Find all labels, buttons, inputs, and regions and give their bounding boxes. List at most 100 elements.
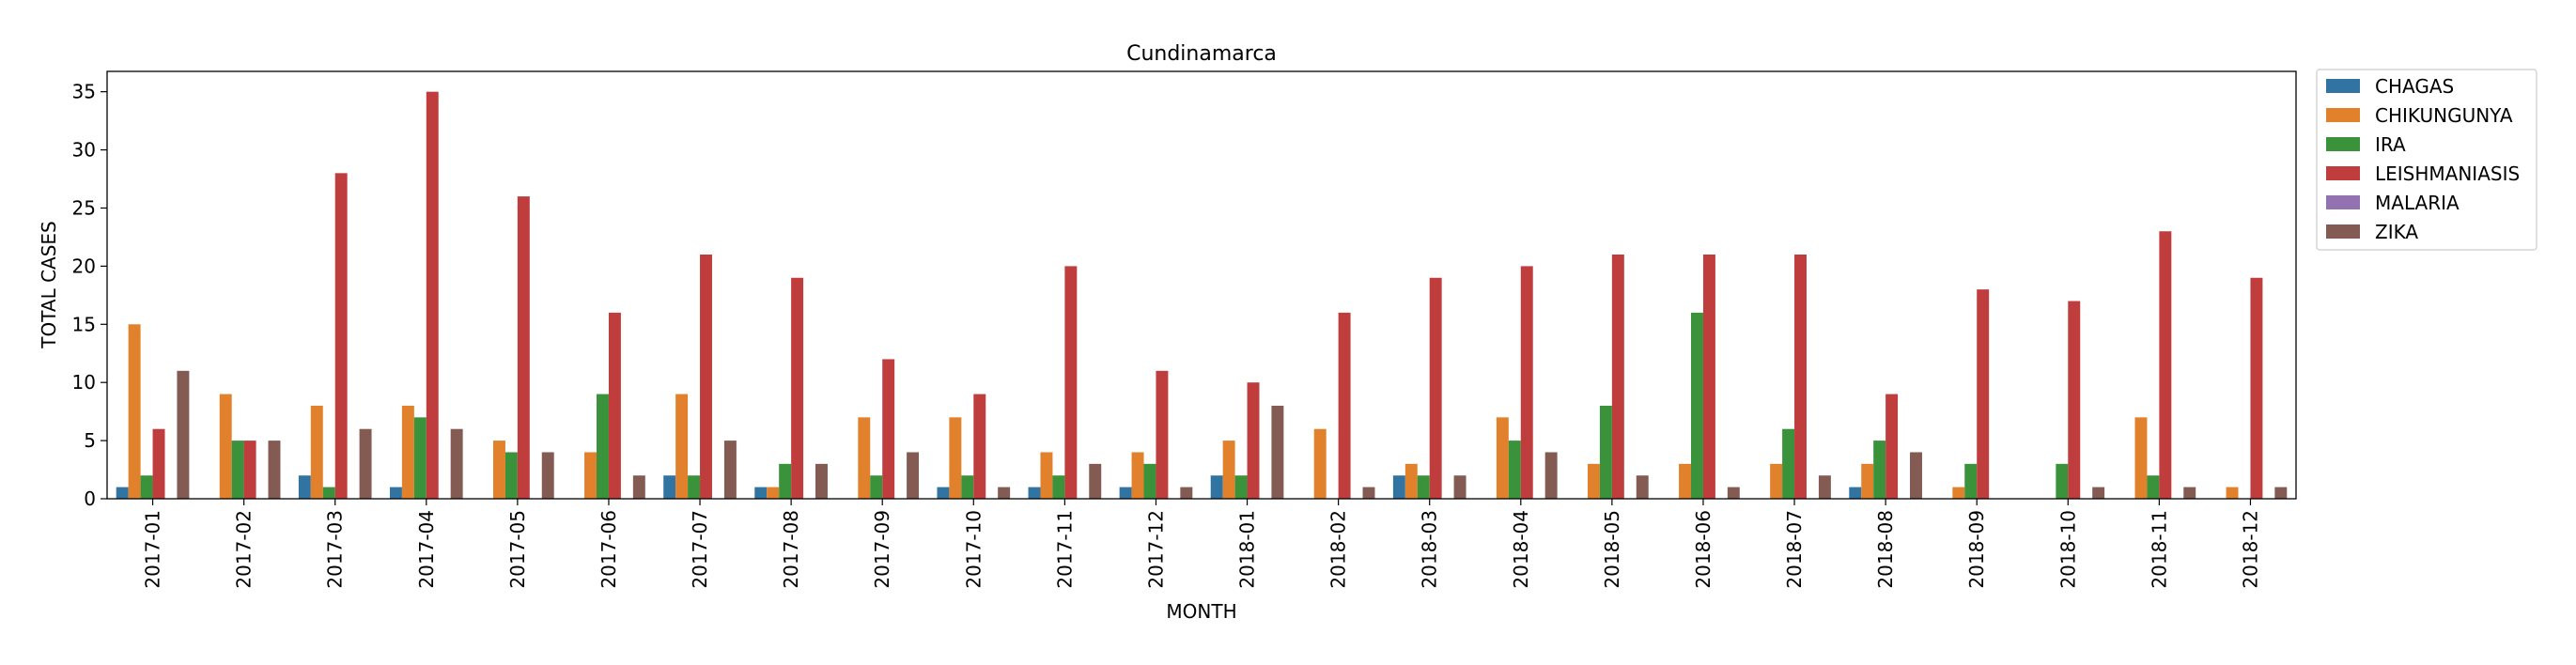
- bar-ira-2017-06: [597, 394, 609, 499]
- y-axis-label: TOTAL CASES: [38, 221, 60, 348]
- bar-chikungunya-2017-08: [767, 487, 780, 499]
- bar-zika-2017-12: [1180, 487, 1193, 499]
- bar-leishmaniasis-2017-07: [700, 255, 712, 499]
- bar-leishmaniasis-2018-05: [1611, 255, 1624, 499]
- bar-leishmaniasis-2018-09: [1977, 289, 1990, 499]
- x-axis-label: MONTH: [1166, 600, 1236, 623]
- bar-leishmaniasis-2018-12: [2250, 277, 2263, 499]
- x-tick-label: 2018-10: [2056, 510, 2079, 589]
- bar-leishmaniasis-2018-07: [1794, 255, 1807, 499]
- legend-swatch-ira: [2326, 137, 2360, 151]
- bar-leishmaniasis-2018-04: [1520, 266, 1533, 499]
- legend-label-chagas: CHAGAS: [2375, 75, 2454, 98]
- bar-chikungunya-2018-06: [1679, 463, 1692, 499]
- bar-ira-2018-04: [1508, 441, 1521, 499]
- bar-leishmaniasis-2017-06: [608, 312, 621, 499]
- bar-ira-2017-12: [1143, 463, 1156, 499]
- bar-zika-2018-08: [1910, 452, 1922, 499]
- bar-leishmaniasis-2017-01: [152, 428, 165, 499]
- bar-chikungunya-2017-04: [401, 405, 414, 499]
- bar-zika-2018-05: [1636, 475, 1649, 499]
- bar-zika-2017-09: [907, 452, 920, 499]
- bar-leishmaniasis-2018-06: [1702, 255, 1715, 499]
- bar-chikungunya-2018-08: [1861, 463, 1874, 499]
- bar-zika-2018-02: [1362, 487, 1375, 499]
- legend-label-leishmaniasis: LEISHMANIASIS: [2375, 162, 2520, 185]
- bar-ira-2017-05: [504, 452, 518, 499]
- bar-ira-2018-06: [1691, 312, 1703, 499]
- bar-ira-2018-07: [1782, 428, 1795, 499]
- bar-ira-2018-11: [2147, 475, 2160, 499]
- legend-swatch-malaria: [2326, 195, 2360, 209]
- plot-frame: [106, 70, 2297, 500]
- bar-chikungunya-2017-10: [949, 417, 962, 499]
- bar-zika-2017-11: [1089, 463, 1102, 499]
- bar-chikungunya-2017-06: [584, 452, 597, 499]
- bar-ira-2018-09: [1964, 463, 1978, 499]
- bar-leishmaniasis-2018-10: [2068, 301, 2081, 499]
- bar-ira-2017-07: [688, 475, 701, 499]
- bar-zika-2017-03: [359, 428, 372, 499]
- bar-zika-2017-04: [450, 428, 463, 499]
- bar-chikungunya-2018-07: [1770, 463, 1783, 499]
- y-tick-label: 10: [72, 371, 96, 394]
- bar-leishmaniasis-2017-04: [426, 91, 439, 500]
- bar-chikungunya-2018-05: [1587, 463, 1600, 499]
- bar-zika-2018-07: [1818, 475, 1831, 499]
- x-tick-label: 2017-05: [506, 510, 529, 589]
- x-tick-label: 2017-02: [233, 510, 256, 589]
- bar-leishmaniasis-2018-02: [1338, 312, 1351, 499]
- x-tick-label: 2018-11: [2148, 510, 2170, 589]
- x-tick-label: 2018-05: [1601, 510, 1623, 589]
- y-tick-label: 5: [84, 429, 96, 452]
- bar-zika-2018-06: [1727, 487, 1740, 499]
- x-tick-label: 2018-07: [1783, 510, 1806, 589]
- bar-zika-2018-11: [2183, 487, 2196, 499]
- legend-frame: [2316, 69, 2537, 251]
- y-tick-label: 30: [72, 139, 96, 162]
- y-axis: 0 5 10 15 20 25 30 35: [72, 81, 107, 510]
- bar-zika-2017-01: [177, 370, 190, 499]
- bar-ira-2018-10: [2056, 463, 2069, 499]
- bar-leishmaniasis-2018-03: [1429, 277, 1442, 499]
- y-tick-label: 0: [84, 487, 96, 510]
- bar-leishmaniasis-2018-11: [2159, 231, 2172, 499]
- x-tick-label: 2017-03: [324, 510, 347, 589]
- bar-ira-2017-03: [322, 487, 335, 499]
- x-tick-label: 2018-09: [1965, 510, 1988, 589]
- legend-label-zika: ZIKA: [2375, 221, 2418, 243]
- bar-chikungunya-2017-01: [128, 324, 141, 499]
- bar-chagas-2018-08: [1849, 487, 1862, 499]
- bar-chikungunya-2017-11: [1040, 452, 1053, 499]
- bar-chikungunya-2017-12: [1131, 452, 1144, 499]
- bar-ira-2017-04: [413, 417, 427, 499]
- bar-ira-2018-05: [1599, 405, 1612, 499]
- legend-label-ira: IRA: [2375, 133, 2406, 156]
- bar-zika-2017-07: [723, 441, 737, 499]
- x-tick-label: 2017-09: [871, 510, 893, 589]
- bar-leishmaniasis-2017-12: [1156, 370, 1169, 499]
- x-tick-label: 2017-12: [1144, 510, 1167, 589]
- bar-leishmaniasis-2017-02: [243, 441, 256, 499]
- bar-ira-2017-02: [231, 441, 244, 499]
- bar-chagas-2018-03: [1392, 475, 1405, 499]
- bar-chagas-2017-08: [754, 487, 768, 499]
- bar-zika-2017-08: [815, 463, 828, 499]
- bar-zika-2017-05: [541, 452, 554, 499]
- bars: [116, 91, 2288, 500]
- x-tick-label: 2017-04: [415, 510, 438, 589]
- x-tick-label: 2018-02: [1327, 510, 1350, 589]
- legend-swatch-chikungunya: [2326, 108, 2360, 122]
- bar-zika-2018-03: [1453, 475, 1466, 499]
- bar-chikungunya-2017-03: [310, 405, 323, 499]
- x-tick-label: 2017-06: [597, 510, 620, 589]
- bar-ira-2017-01: [140, 475, 153, 499]
- bar-zika-2018-12: [2274, 487, 2288, 499]
- bar-chikungunya-2017-07: [675, 394, 689, 499]
- x-tick-label: 2017-08: [780, 510, 802, 589]
- x-axis: 2017-01 2017-02 2017-03 2017-04 2017-05 2017-…: [142, 499, 2261, 589]
- bar-chikungunya-2018-03: [1404, 463, 1418, 499]
- bar-chikungunya-2018-02: [1313, 428, 1327, 499]
- bar-leishmaniasis-2018-01: [1247, 382, 1260, 499]
